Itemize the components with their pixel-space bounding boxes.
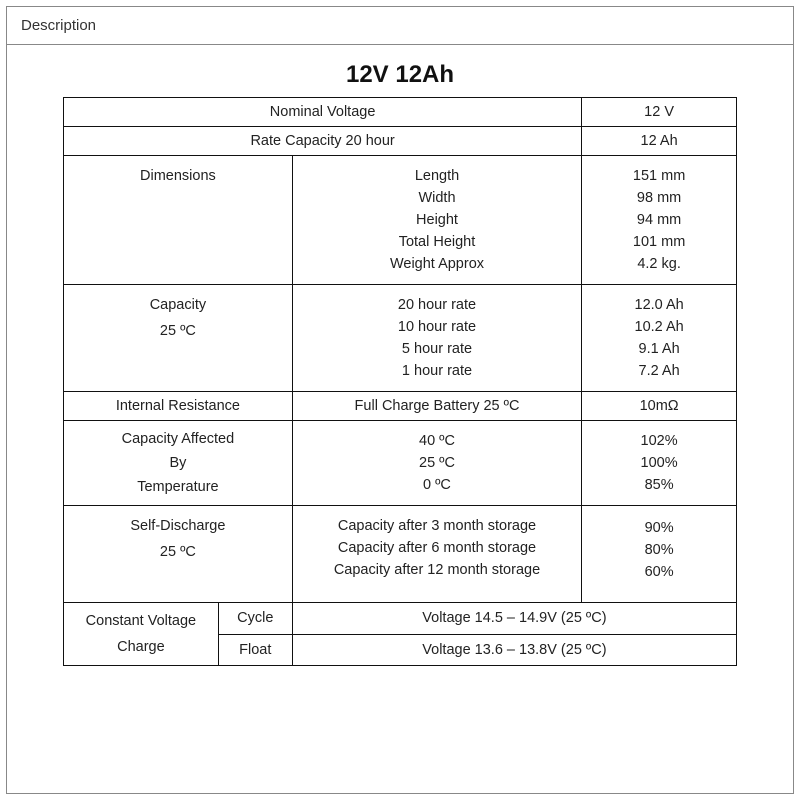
cap-aff-label-1: Capacity Affected (70, 431, 286, 447)
sd-val-0: 90% (588, 520, 730, 536)
cap-aff-val-0: 102% (588, 433, 730, 449)
cap-name-0: 20 hour rate (299, 297, 575, 313)
self-discharge-values: 90% 80% 60% (582, 506, 737, 603)
sd-name-1: Capacity after 6 month storage (299, 540, 575, 556)
cv-label-cell: Constant Voltage Charge (64, 603, 219, 666)
sd-name-0: Capacity after 3 month storage (299, 518, 575, 534)
row-capacity-affected: Capacity Affected By Temperature 40 ºC 2… (64, 421, 737, 506)
rate-capacity-label: Rate Capacity 20 hour (64, 127, 582, 156)
dim-val-2: 94 mm (588, 212, 730, 228)
row-dimensions: Dimensions Length Width Height Total Hei… (64, 156, 737, 285)
cap-name-3: 1 hour rate (299, 363, 575, 379)
nominal-voltage-value: 12 V (582, 98, 737, 127)
cap-aff-label-2: By (70, 455, 286, 471)
sd-val-2: 60% (588, 564, 730, 580)
dimensions-names: Length Width Height Total Height Weight … (292, 156, 581, 285)
self-discharge-names: Capacity after 3 month storage Capacity … (292, 506, 581, 603)
dimensions-values: 151 mm 98 mm 94 mm 101 mm 4.2 kg. (582, 156, 737, 285)
cap-val-1: 10.2 Ah (588, 319, 730, 335)
spec-title: 12V 12Ah (63, 61, 737, 89)
dim-val-0: 151 mm (588, 168, 730, 184)
spec-content: 12V 12Ah Nominal Voltage 12 V Rate Capac… (7, 45, 793, 682)
capacity-names: 20 hour rate 10 hour rate 5 hour rate 1 … (292, 285, 581, 392)
capacity-label-cell: Capacity 25 ºC (64, 285, 293, 392)
cap-aff-val-2: 85% (588, 477, 730, 493)
capacity-label-1: Capacity (70, 297, 286, 313)
capacity-affected-values: 102% 100% 85% (582, 421, 737, 506)
capacity-label-2: 25 ºC (70, 323, 286, 339)
row-internal-resistance: Internal Resistance Full Charge Battery … (64, 392, 737, 421)
cap-val-3: 7.2 Ah (588, 363, 730, 379)
cap-val-0: 12.0 Ah (588, 297, 730, 313)
dim-val-3: 101 mm (588, 234, 730, 250)
row-cv-cycle: Constant Voltage Charge Cycle Voltage 14… (64, 603, 737, 635)
cv-label-1: Constant Voltage (70, 613, 212, 629)
cv-float-value: Voltage 13.6 – 13.8V (25 ºC) (292, 634, 736, 666)
self-discharge-label-cell: Self-Discharge 25 ºC (64, 506, 293, 603)
sd-val-1: 80% (588, 542, 730, 558)
cap-aff-label-3: Temperature (70, 479, 286, 495)
cv-cycle-label: Cycle (218, 603, 292, 635)
dim-val-4: 4.2 kg. (588, 256, 730, 272)
row-self-discharge: Self-Discharge 25 ºC Capacity after 3 mo… (64, 506, 737, 603)
row-capacity: Capacity 25 ºC 20 hour rate 10 hour rate… (64, 285, 737, 392)
description-label: Description (21, 17, 96, 34)
spec-table: Nominal Voltage 12 V Rate Capacity 20 ho… (63, 97, 737, 666)
panel-header-description: Description (7, 7, 793, 45)
cap-aff-name-0: 40 ºC (299, 433, 575, 449)
internal-resistance-value: 10mΩ (582, 392, 737, 421)
dim-name-3: Total Height (299, 234, 575, 250)
dimensions-label: Dimensions (70, 168, 286, 184)
nominal-voltage-label: Nominal Voltage (64, 98, 582, 127)
cap-name-2: 5 hour rate (299, 341, 575, 357)
dim-name-1: Width (299, 190, 575, 206)
cv-cycle-value: Voltage 14.5 – 14.9V (25 ºC) (292, 603, 736, 635)
internal-resistance-condition: Full Charge Battery 25 ºC (292, 392, 581, 421)
row-nominal-voltage: Nominal Voltage 12 V (64, 98, 737, 127)
rate-capacity-value: 12 Ah (582, 127, 737, 156)
self-discharge-label-2: 25 ºC (70, 544, 286, 560)
cap-name-1: 10 hour rate (299, 319, 575, 335)
self-discharge-label-1: Self-Discharge (70, 518, 286, 534)
cap-aff-name-2: 0 ºC (299, 477, 575, 493)
cv-float-label: Float (218, 634, 292, 666)
cap-aff-name-1: 25 ºC (299, 455, 575, 471)
cap-aff-val-1: 100% (588, 455, 730, 471)
dim-name-0: Length (299, 168, 575, 184)
dim-val-1: 98 mm (588, 190, 730, 206)
capacity-affected-names: 40 ºC 25 ºC 0 ºC (292, 421, 581, 506)
description-panel: Description 12V 12Ah Nominal Voltage 12 … (6, 6, 794, 794)
capacity-affected-label-cell: Capacity Affected By Temperature (64, 421, 293, 506)
row-rate-capacity: Rate Capacity 20 hour 12 Ah (64, 127, 737, 156)
internal-resistance-label: Internal Resistance (64, 392, 293, 421)
dim-name-2: Height (299, 212, 575, 228)
dimensions-label-cell: Dimensions (64, 156, 293, 285)
capacity-values: 12.0 Ah 10.2 Ah 9.1 Ah 7.2 Ah (582, 285, 737, 392)
sd-name-2: Capacity after 12 month storage (299, 562, 575, 578)
dim-name-4: Weight Approx (299, 256, 575, 272)
cv-label-2: Charge (70, 639, 212, 655)
cap-val-2: 9.1 Ah (588, 341, 730, 357)
